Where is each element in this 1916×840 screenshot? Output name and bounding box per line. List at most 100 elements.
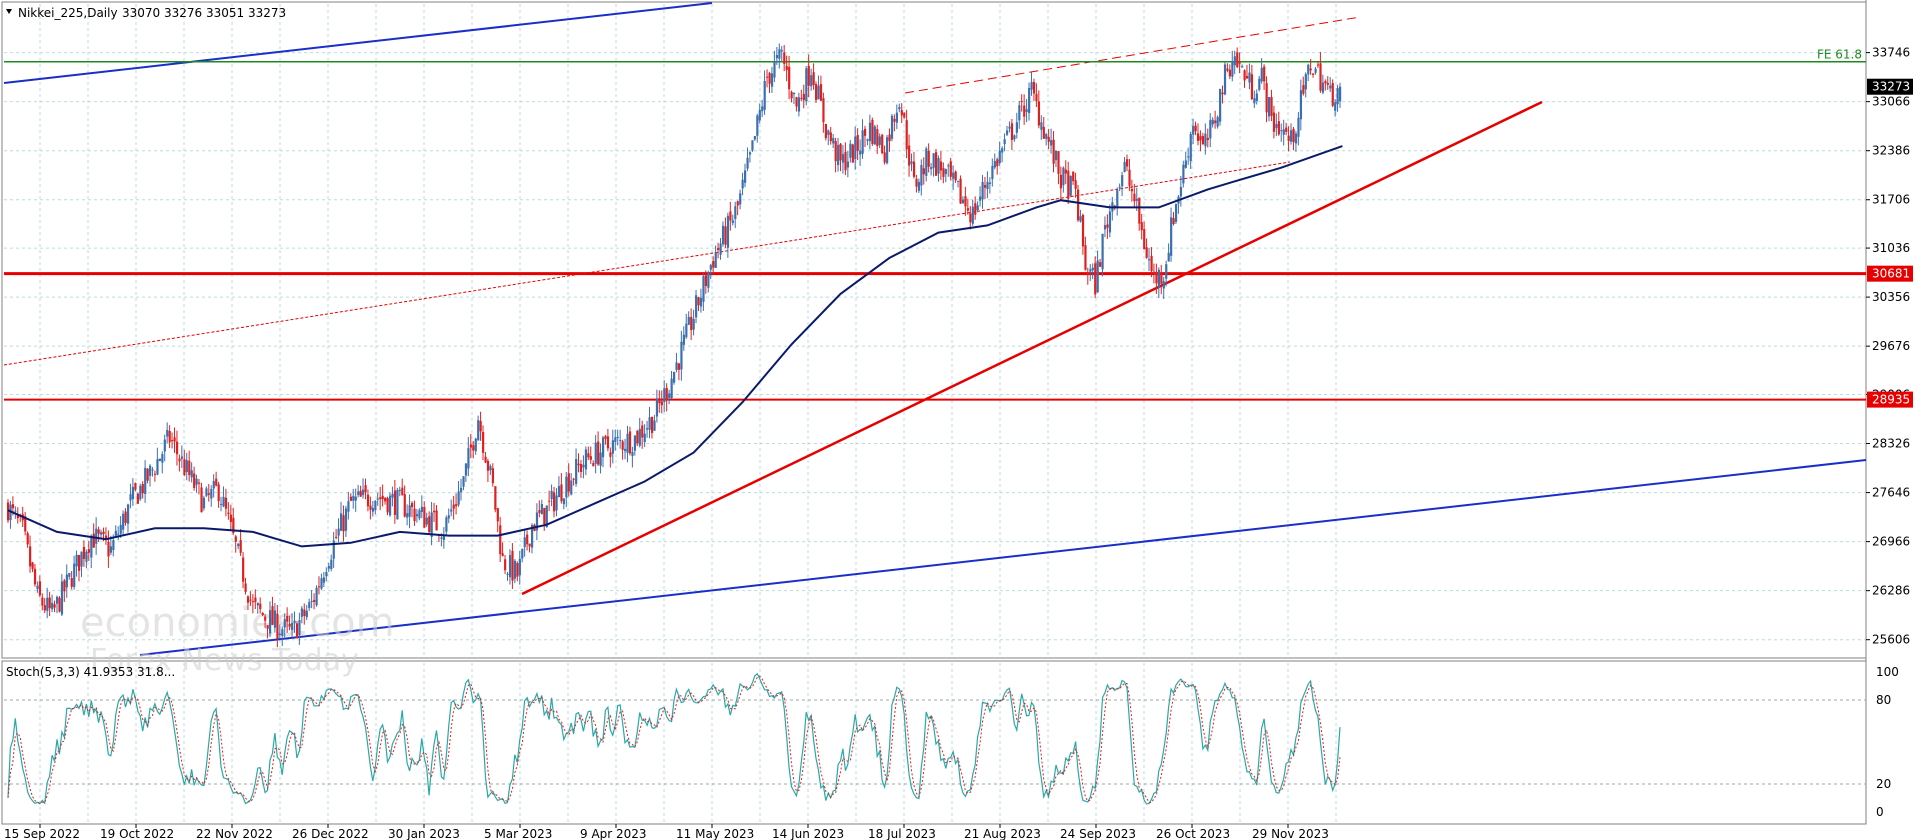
candle-body xyxy=(1275,124,1278,129)
candle-body xyxy=(104,535,108,540)
candle-body xyxy=(1125,159,1129,167)
candle-body xyxy=(75,554,78,567)
candle-body xyxy=(445,517,448,532)
price-tick-label: 31036 xyxy=(1872,241,1910,255)
candle-body xyxy=(641,425,644,438)
candle-body xyxy=(63,580,66,592)
candle-body xyxy=(276,613,279,639)
candle-body xyxy=(604,436,607,439)
candle-body xyxy=(450,509,453,512)
candle-body xyxy=(452,504,455,509)
candle-body xyxy=(822,98,825,123)
candle-body xyxy=(1219,88,1222,122)
candle-body xyxy=(734,206,737,219)
candle-body xyxy=(462,476,465,487)
candle-body xyxy=(827,130,830,135)
candle-body xyxy=(337,528,340,536)
chart-symbol: Nikkei_225,Daily xyxy=(18,6,118,20)
moving-average-line xyxy=(7,145,1343,548)
chart-menu-triangle-icon[interactable] xyxy=(6,9,12,14)
candle-body xyxy=(1304,74,1307,90)
candle-body xyxy=(540,503,543,515)
candle-body xyxy=(1199,136,1202,141)
candle-body xyxy=(374,500,377,511)
candle-body xyxy=(739,193,742,205)
candle-body xyxy=(506,573,509,575)
candle-body xyxy=(92,533,95,548)
candles xyxy=(7,43,1342,648)
candle-body xyxy=(893,118,896,122)
candle-body xyxy=(1035,93,1038,102)
candle-body xyxy=(457,491,460,505)
candle-body xyxy=(266,625,269,629)
price-tick-label: 32386 xyxy=(1872,144,1910,158)
candle-body xyxy=(24,516,27,532)
candle-body xyxy=(731,220,734,223)
candle-body xyxy=(60,581,64,615)
candle-body xyxy=(783,52,786,64)
candle-body xyxy=(403,494,406,517)
candle-body xyxy=(900,110,903,116)
candle-body xyxy=(14,510,17,512)
candle-body xyxy=(131,486,135,500)
candle-body xyxy=(570,480,573,495)
candle-body xyxy=(202,497,206,509)
candle-body xyxy=(153,473,157,475)
candle-body xyxy=(1287,135,1290,142)
candle-body xyxy=(288,623,291,627)
candle-body xyxy=(873,126,876,145)
candle-body xyxy=(489,466,492,471)
candle-body xyxy=(555,495,558,511)
candle-body xyxy=(246,596,250,603)
candle-body xyxy=(46,597,49,611)
candle-body xyxy=(660,401,663,406)
date-tick-label: 18 Jul 2023 xyxy=(868,827,936,840)
candle-body xyxy=(976,205,979,211)
candle-body xyxy=(964,196,967,207)
trend-lines: FE 61.8 xyxy=(3,2,1867,656)
price-tick-label: 26966 xyxy=(1872,535,1910,549)
candle-body xyxy=(190,470,193,478)
candle-body xyxy=(303,609,306,616)
candle-body xyxy=(242,557,245,582)
candle-body xyxy=(1152,271,1156,275)
candle-body xyxy=(305,610,308,618)
candle-body xyxy=(915,178,918,187)
candle-body xyxy=(1081,214,1085,247)
candle-body xyxy=(597,441,600,465)
candle-body xyxy=(1165,264,1168,279)
price-tick-label: 28326 xyxy=(1872,437,1910,451)
candle-body xyxy=(97,529,100,534)
candle-body xyxy=(1113,205,1116,207)
candle-body xyxy=(548,500,551,502)
candle-body xyxy=(704,275,708,286)
candle-body xyxy=(1047,136,1050,142)
candle-body xyxy=(1255,93,1258,102)
candle-body xyxy=(910,161,913,164)
candle-body xyxy=(38,581,42,596)
candle-body xyxy=(829,132,832,142)
candle-body xyxy=(295,623,299,639)
candle-body xyxy=(1336,88,1339,105)
date-tick-label: 29 Nov 2023 xyxy=(1252,827,1329,840)
candle-body xyxy=(183,459,186,476)
candle-body xyxy=(31,562,34,569)
candle-body xyxy=(1052,139,1055,164)
candle-body xyxy=(692,319,695,330)
candle-body xyxy=(139,485,142,500)
candle-body xyxy=(393,490,397,515)
candle-body xyxy=(163,439,166,452)
candle-body xyxy=(805,68,808,102)
candle-body xyxy=(888,134,891,142)
stoch-level-label: 0 xyxy=(1876,805,1884,819)
candle-body xyxy=(129,494,132,501)
candle-body xyxy=(479,420,482,432)
candle-body xyxy=(1130,188,1134,192)
candle-body xyxy=(117,533,120,535)
candle-body xyxy=(1307,64,1310,75)
candle-body xyxy=(834,141,837,162)
candle-body xyxy=(1245,75,1249,79)
candle-body xyxy=(1260,67,1263,82)
candle-body xyxy=(144,467,147,495)
